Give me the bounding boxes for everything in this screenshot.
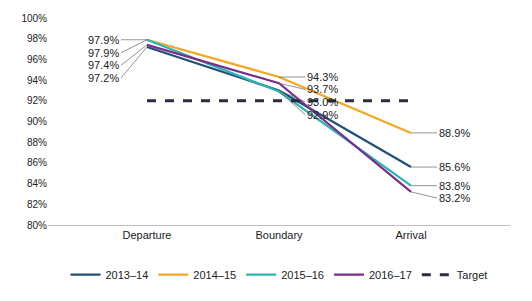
svg-text:84%: 84%: [27, 178, 47, 189]
svg-text:80%: 80%: [27, 220, 47, 231]
svg-text:2014–15: 2014–15: [193, 269, 236, 281]
svg-text:100%: 100%: [21, 13, 47, 24]
svg-text:97.2%: 97.2%: [88, 72, 119, 84]
svg-text:98%: 98%: [27, 33, 47, 44]
svg-text:96%: 96%: [27, 54, 47, 65]
svg-text:90%: 90%: [27, 116, 47, 127]
svg-text:Boundary: Boundary: [255, 229, 303, 241]
svg-text:Arrival: Arrival: [395, 229, 426, 241]
svg-text:92%: 92%: [27, 95, 47, 106]
svg-text:2015–16: 2015–16: [281, 269, 324, 281]
svg-text:97.4%: 97.4%: [88, 59, 119, 71]
svg-text:92.9%: 92.9%: [307, 109, 338, 121]
svg-text:93.0%: 93.0%: [307, 96, 338, 108]
svg-text:Target: Target: [457, 269, 488, 281]
svg-text:2016–17: 2016–17: [369, 269, 412, 281]
svg-text:83.2%: 83.2%: [439, 192, 470, 204]
svg-text:97.9%: 97.9%: [88, 47, 119, 59]
svg-text:86%: 86%: [27, 157, 47, 168]
svg-text:88%: 88%: [27, 137, 47, 148]
svg-text:85.6%: 85.6%: [439, 161, 470, 173]
svg-text:2013–14: 2013–14: [106, 269, 149, 281]
svg-text:94%: 94%: [27, 75, 47, 86]
svg-text:93.7%: 93.7%: [307, 83, 338, 95]
svg-text:82%: 82%: [27, 199, 47, 210]
svg-text:88.9%: 88.9%: [439, 127, 470, 139]
svg-text:94.3%: 94.3%: [307, 71, 338, 83]
svg-text:97.9%: 97.9%: [88, 34, 119, 46]
svg-text:83.8%: 83.8%: [439, 180, 470, 192]
svg-text:Departure: Departure: [123, 229, 172, 241]
